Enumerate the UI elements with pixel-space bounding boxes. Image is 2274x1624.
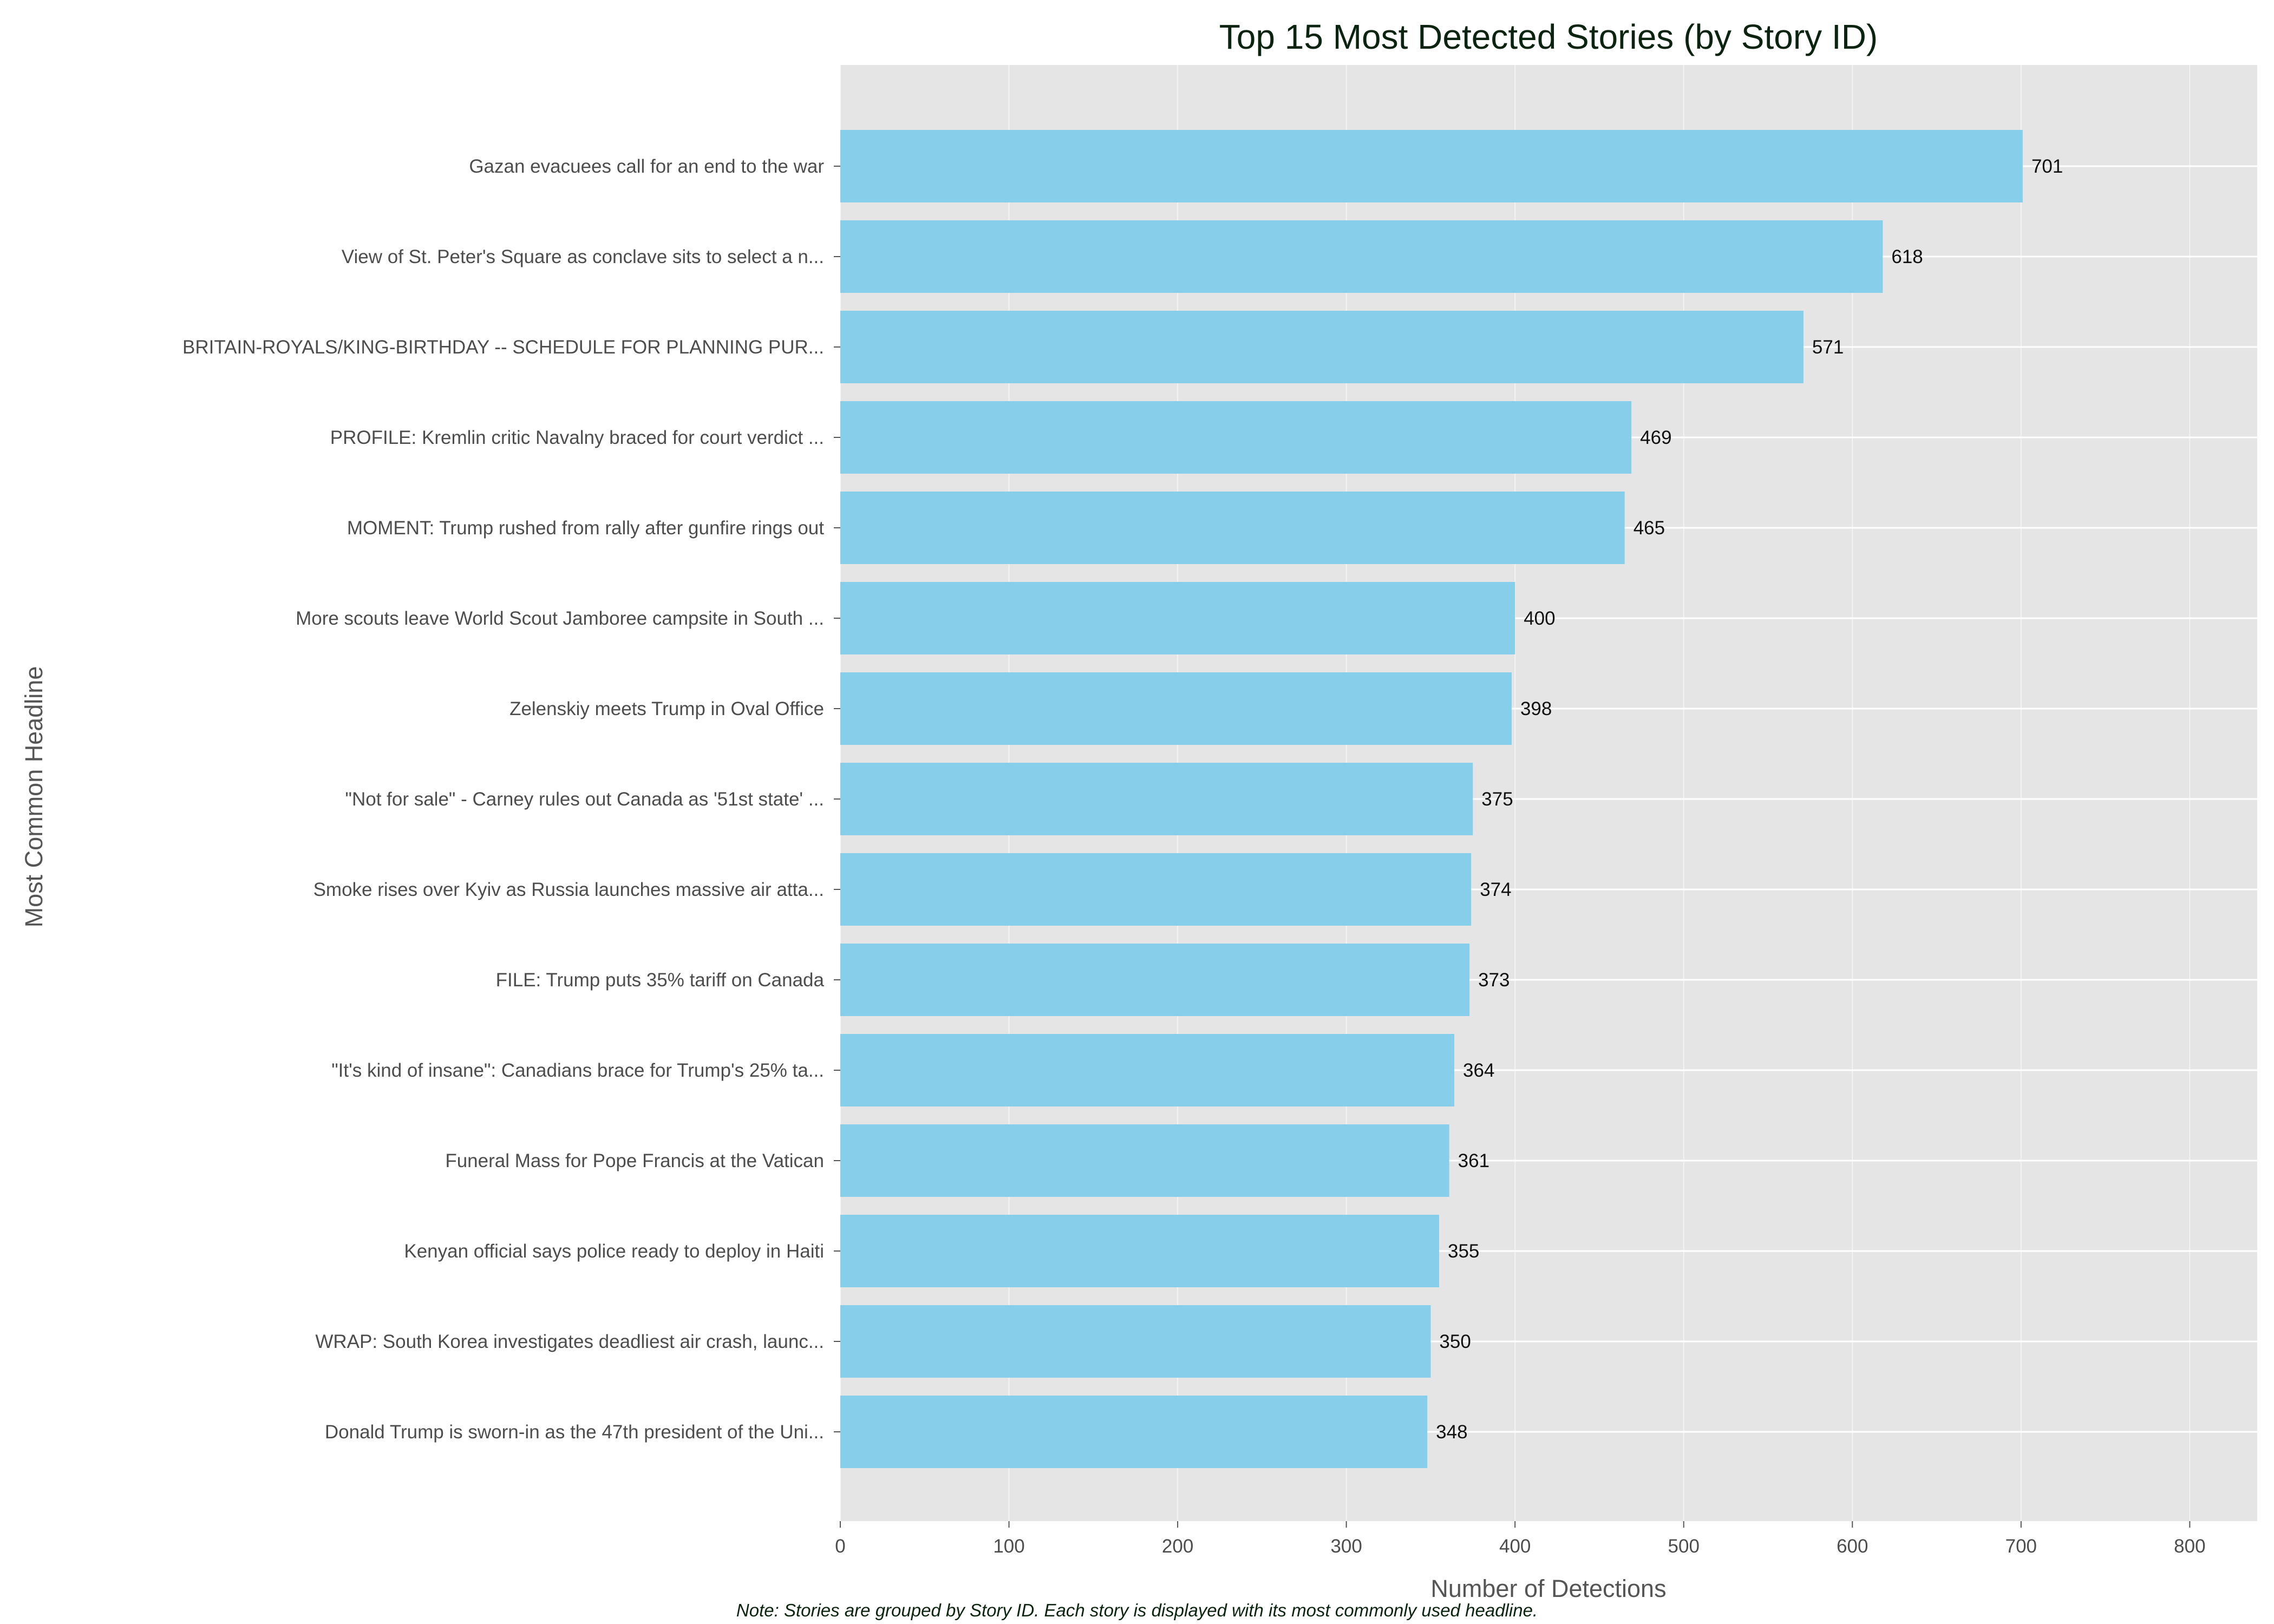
- x-tick-label: 400: [1499, 1536, 1531, 1557]
- y-tick-label: Zelenskiy meets Trump in Oval Office: [509, 698, 824, 719]
- data-label: 469: [1640, 427, 1671, 448]
- data-label: 398: [1520, 698, 1552, 719]
- y-tick-label: WRAP: South Korea investigates deadliest…: [315, 1331, 824, 1352]
- y-axis-label: Most Common Headline: [20, 666, 48, 928]
- bar: [840, 672, 1512, 745]
- bar: [840, 311, 1803, 383]
- y-tick-label: Smoke rises over Kyiv as Russia launches…: [313, 879, 824, 900]
- data-label: 701: [2031, 156, 2063, 177]
- x-tick-label: 600: [1837, 1536, 1868, 1557]
- data-label: 350: [1439, 1331, 1471, 1352]
- x-tick-label: 500: [1668, 1536, 1700, 1557]
- bar: [840, 401, 1632, 474]
- y-tick-label: "It's kind of insane": Canadians brace f…: [331, 1060, 824, 1081]
- bar: [840, 130, 2023, 202]
- data-label: 571: [1812, 337, 1844, 358]
- data-label: 361: [1458, 1150, 1489, 1171]
- x-tick-label: 100: [993, 1536, 1024, 1557]
- y-tick-label: More scouts leave World Scout Jamboree c…: [296, 608, 824, 629]
- y-tick-label: "Not for sale" - Carney rules out Canada…: [345, 789, 824, 810]
- bars: [840, 130, 2023, 1468]
- y-tick-label: MOMENT: Trump rushed from rally after gu…: [347, 518, 824, 539]
- x-tick-label: 0: [835, 1536, 845, 1557]
- y-tick-label: View of St. Peter's Square as conclave s…: [342, 246, 824, 267]
- value-labels: 701 618 571 469 465 400 398 375 374 373 364 361 355 3…: [1436, 156, 2063, 1443]
- bar: [840, 763, 1473, 835]
- data-label: 374: [1480, 879, 1511, 900]
- x-axis-label: Number of Detections: [1430, 1575, 1666, 1602]
- data-label: 364: [1463, 1060, 1494, 1081]
- bar: [840, 944, 1470, 1016]
- y-tick-label: Donald Trump is sworn-in as the 47th pre…: [325, 1422, 824, 1443]
- y-tick-labels: Gazan evacuees call for an end to the wa…: [182, 156, 840, 1443]
- y-tick-label: BRITAIN-ROYALS/KING-BIRTHDAY -- SCHEDULE…: [182, 337, 824, 358]
- data-label: 465: [1633, 518, 1665, 539]
- x-tick-label: 700: [2005, 1536, 2037, 1557]
- chart-note: Note: Stories are grouped by Story ID. E…: [736, 1600, 1538, 1620]
- bar: [840, 1396, 1428, 1468]
- y-tick-label: Funeral Mass for Pope Francis at the Vat…: [445, 1150, 824, 1171]
- bar: [840, 492, 1625, 564]
- chart-title: Top 15 Most Detected Stories (by Story I…: [1219, 17, 1878, 56]
- bar: [840, 1034, 1455, 1106]
- bar: [840, 853, 1472, 926]
- data-label: 400: [1524, 608, 1555, 629]
- x-tick-label: 200: [1162, 1536, 1193, 1557]
- bar: [840, 220, 1883, 293]
- data-label: 348: [1436, 1422, 1467, 1443]
- y-tick-label: Kenyan official says police ready to dep…: [404, 1241, 824, 1262]
- bar: [840, 582, 1515, 654]
- bar: [840, 1124, 1449, 1197]
- y-tick-label: FILE: Trump puts 35% tariff on Canada: [496, 970, 825, 991]
- data-label: 355: [1448, 1241, 1479, 1262]
- y-tick-label: Gazan evacuees call for an end to the wa…: [469, 156, 824, 177]
- bar: [840, 1305, 1431, 1378]
- data-label: 373: [1478, 970, 1510, 991]
- x-tick-label: 800: [2174, 1536, 2205, 1557]
- data-label: 375: [1481, 789, 1513, 810]
- y-tick-label: PROFILE: Kremlin critic Navalny braced f…: [330, 427, 824, 448]
- data-label: 618: [1891, 246, 1923, 267]
- x-tick-labels: 0 100 200 300 400 500 600 700 800: [835, 1521, 2206, 1557]
- bar: [840, 1215, 1439, 1287]
- x-tick-label: 300: [1330, 1536, 1362, 1557]
